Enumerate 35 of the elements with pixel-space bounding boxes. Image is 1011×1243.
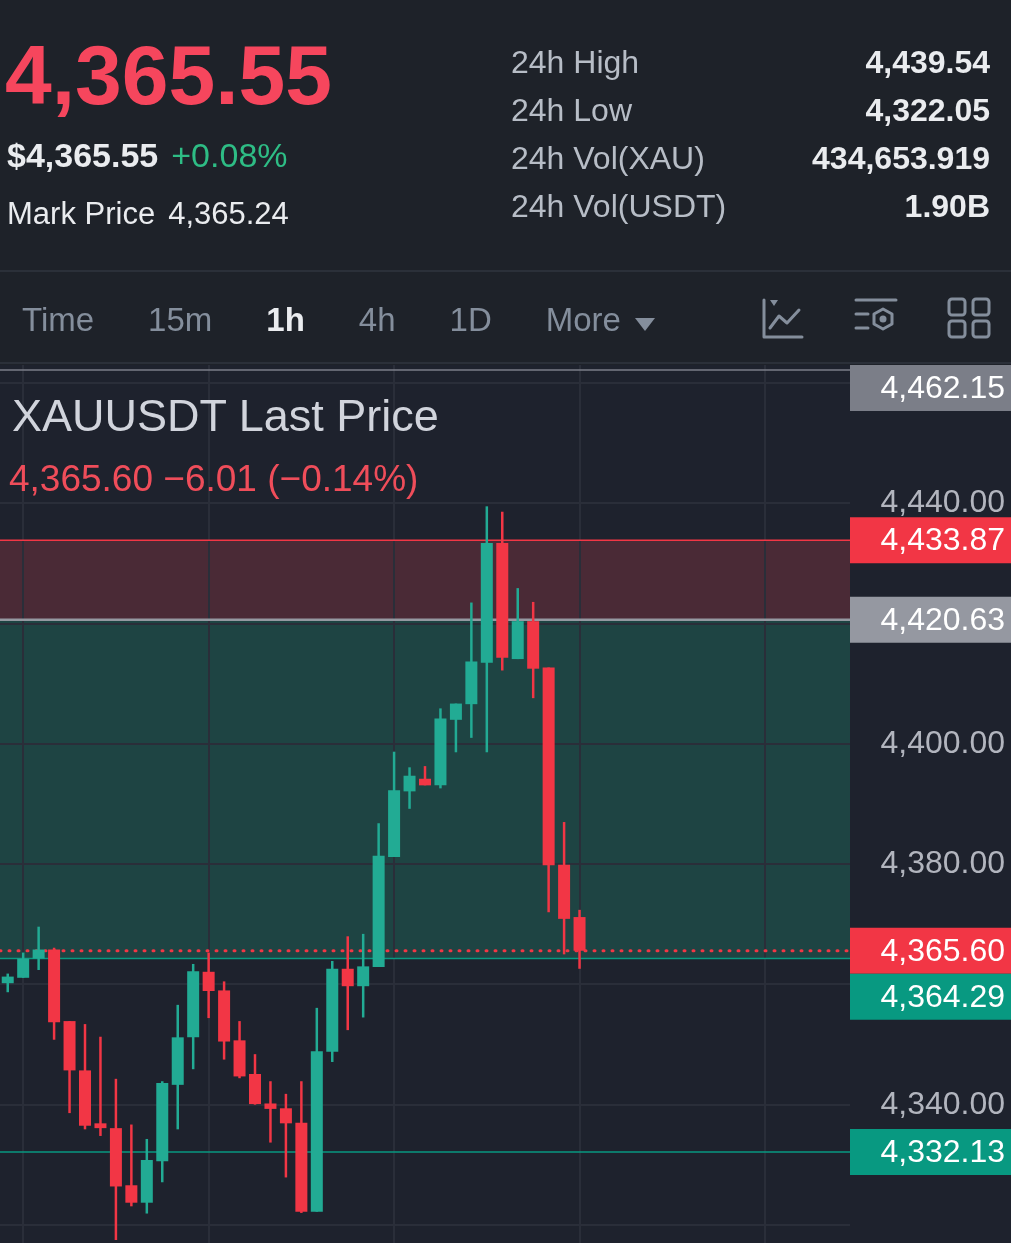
- ref-line-label: 4,365.60: [880, 931, 1005, 968]
- text: 434,653.919: [812, 140, 990, 176]
- text: 4,365.24: [168, 196, 289, 231]
- text: 4,322.05: [865, 92, 990, 128]
- candlestick: [32, 926, 45, 970]
- candlestick: [125, 1124, 138, 1207]
- text: 1D: [449, 301, 492, 338]
- ref-line-label: 4,433.87: [880, 521, 1005, 558]
- candlestick: [264, 1081, 277, 1143]
- text: Mark Price: [7, 196, 156, 231]
- text: 24h Low: [511, 92, 632, 128]
- ref-line-label: 4,332.13: [880, 1132, 1005, 1169]
- text: 1h: [266, 301, 305, 338]
- ref-line-label: 4,420.63: [880, 600, 1005, 637]
- text: 24h Vol(USDT): [511, 188, 727, 224]
- candlestick: [94, 1036, 107, 1136]
- text: 4,365.55: [5, 28, 332, 122]
- y-tick-label: 4,340.00: [880, 1084, 1005, 1121]
- text: 1.90B: [904, 188, 990, 224]
- text: Time: [22, 301, 95, 338]
- text: +0.08%: [171, 136, 288, 174]
- text: 15m: [148, 301, 213, 338]
- text: 4h: [358, 301, 396, 338]
- ref-line-label: 4,364.29: [880, 977, 1005, 1014]
- text: More: [545, 301, 622, 338]
- y-tick-label: 4,440.00: [880, 483, 1005, 520]
- text: 24h Vol(XAU): [511, 140, 705, 176]
- y-tick-label: 4,380.00: [880, 843, 1005, 880]
- text: 24h High: [511, 44, 640, 80]
- ref-line-label: 4,462.15: [880, 368, 1005, 405]
- text: XAUUSDT Last Price: [12, 390, 439, 441]
- y-tick-label: 4,400.00: [880, 723, 1005, 760]
- text: $4,365.55: [7, 136, 159, 174]
- text: 4,365.60 −6.01 (−0.14%): [9, 458, 419, 499]
- text: 4,439.54: [865, 44, 990, 80]
